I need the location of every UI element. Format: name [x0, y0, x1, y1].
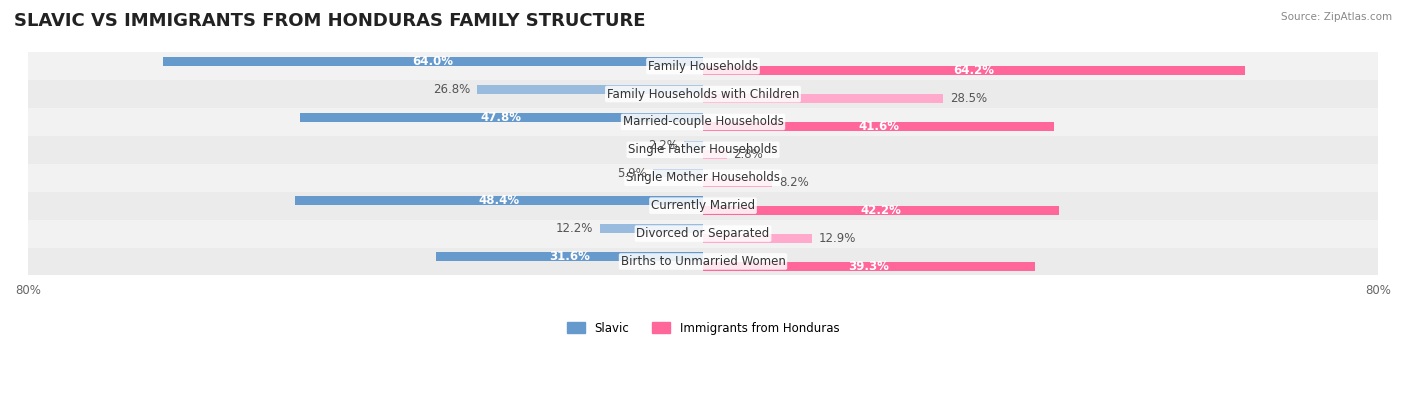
Text: 48.4%: 48.4% — [478, 194, 519, 207]
Bar — [654, 169, 703, 177]
Bar — [703, 262, 1035, 271]
Text: Divorced or Separated: Divorced or Separated — [637, 227, 769, 240]
Text: Births to Unmarried Women: Births to Unmarried Women — [620, 255, 786, 268]
Text: 39.3%: 39.3% — [848, 260, 889, 273]
Text: 47.8%: 47.8% — [481, 111, 522, 124]
Text: 2.2%: 2.2% — [648, 139, 678, 152]
Bar — [703, 206, 1059, 215]
Legend: Slavic, Immigrants from Honduras: Slavic, Immigrants from Honduras — [561, 316, 845, 341]
Bar — [685, 141, 703, 150]
Bar — [28, 248, 1378, 275]
Text: Source: ZipAtlas.com: Source: ZipAtlas.com — [1281, 12, 1392, 22]
Text: 64.2%: 64.2% — [953, 64, 994, 77]
Bar — [299, 113, 703, 122]
Bar — [436, 252, 703, 261]
Text: Single Mother Households: Single Mother Households — [626, 171, 780, 184]
Text: 28.5%: 28.5% — [950, 92, 987, 105]
Bar — [28, 108, 1378, 136]
Bar — [295, 196, 703, 205]
Bar — [28, 192, 1378, 220]
Text: Currently Married: Currently Married — [651, 199, 755, 212]
Bar — [703, 66, 1244, 75]
Text: 31.6%: 31.6% — [550, 250, 591, 263]
Bar — [28, 136, 1378, 164]
Bar — [703, 150, 727, 159]
Bar — [600, 224, 703, 233]
Text: 12.2%: 12.2% — [555, 222, 593, 235]
Bar — [28, 220, 1378, 248]
Bar — [28, 164, 1378, 192]
Text: 8.2%: 8.2% — [779, 176, 808, 189]
Text: Single Father Households: Single Father Households — [628, 143, 778, 156]
Text: 26.8%: 26.8% — [433, 83, 470, 96]
Text: Family Households with Children: Family Households with Children — [607, 88, 799, 101]
Text: Family Households: Family Households — [648, 60, 758, 73]
Text: Married-couple Households: Married-couple Households — [623, 115, 783, 128]
Bar — [28, 80, 1378, 108]
Bar — [163, 57, 703, 66]
Bar — [28, 52, 1378, 80]
Text: 64.0%: 64.0% — [412, 55, 454, 68]
Text: 2.8%: 2.8% — [734, 148, 763, 161]
Bar — [703, 234, 811, 243]
Bar — [703, 122, 1054, 131]
Bar — [703, 178, 772, 187]
Text: 42.2%: 42.2% — [860, 204, 901, 217]
Text: 5.9%: 5.9% — [617, 167, 647, 179]
Text: 41.6%: 41.6% — [858, 120, 898, 133]
Bar — [477, 85, 703, 94]
Text: 12.9%: 12.9% — [818, 232, 856, 245]
Text: SLAVIC VS IMMIGRANTS FROM HONDURAS FAMILY STRUCTURE: SLAVIC VS IMMIGRANTS FROM HONDURAS FAMIL… — [14, 12, 645, 30]
Bar — [703, 94, 943, 103]
